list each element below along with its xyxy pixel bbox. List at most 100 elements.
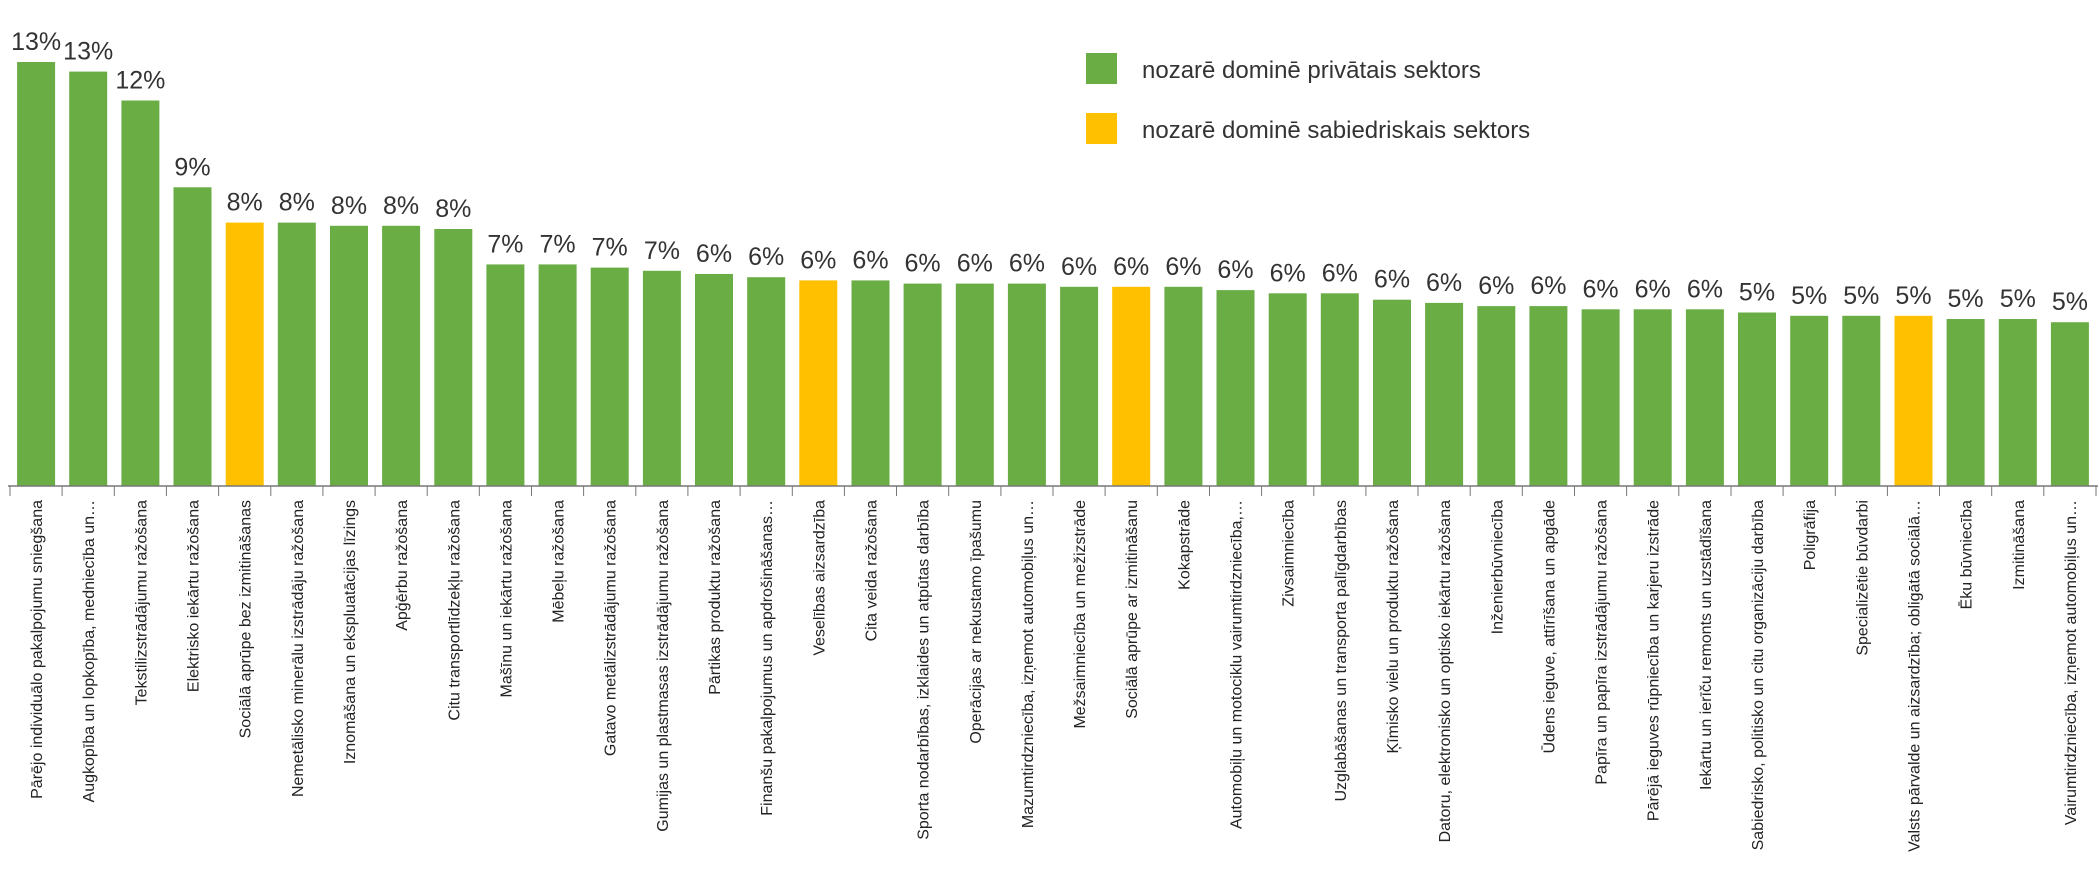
value-label: 8% bbox=[227, 189, 263, 217]
category-label: Kokapstrāde bbox=[1176, 500, 1193, 590]
bar bbox=[382, 225, 421, 487]
bar bbox=[121, 100, 160, 486]
category-label: Mēbeļu ražošana bbox=[551, 500, 568, 623]
value-label: 6% bbox=[748, 243, 784, 271]
value-label: 6% bbox=[905, 250, 941, 278]
value-label: 6% bbox=[852, 246, 888, 274]
bar bbox=[434, 229, 473, 486]
bar bbox=[955, 283, 994, 486]
value-label: 6% bbox=[800, 246, 836, 274]
category-label: Mazumtirdzniecība, izņemot automobiļus u… bbox=[1020, 500, 1037, 828]
category-label: Mežsaimniecība un mežizstrāde bbox=[1072, 500, 1089, 729]
value-label: 7% bbox=[592, 234, 628, 262]
bar bbox=[1477, 306, 1516, 486]
value-label: 6% bbox=[1270, 259, 1306, 287]
category-label: Datoru, elektronisko un optisko iekārtu … bbox=[1437, 500, 1454, 843]
bar bbox=[1529, 306, 1568, 486]
bar bbox=[486, 264, 525, 486]
category-label: Sociālā aprūpe ar izmitināšanu bbox=[1124, 500, 1141, 719]
bar bbox=[851, 280, 890, 486]
value-label: 5% bbox=[1791, 282, 1827, 310]
value-label: 5% bbox=[1895, 282, 1931, 310]
category-label: Ūdens ieguve, attīrīšana un apgāde bbox=[1540, 500, 1558, 754]
legend-swatch-private bbox=[1086, 53, 1117, 84]
value-label: 13% bbox=[63, 38, 113, 66]
category-label: Mašīnu un iekārtu ražošana bbox=[498, 500, 515, 698]
bar bbox=[695, 274, 733, 486]
bar bbox=[17, 62, 56, 486]
category-label: Operācijas ar nekustamo īpašumu bbox=[968, 500, 985, 744]
bar bbox=[590, 267, 629, 486]
bar bbox=[1007, 283, 1046, 486]
category-label: Apģērbu ražošana bbox=[393, 500, 411, 631]
value-label: 6% bbox=[1426, 269, 1462, 297]
bar bbox=[1894, 315, 1933, 486]
category-label: Veselības aizsardzība bbox=[811, 500, 828, 656]
value-label: 5% bbox=[2000, 285, 2036, 313]
value-label: 5% bbox=[1948, 285, 1984, 313]
category-label: Zivsaimniecība bbox=[1281, 500, 1298, 607]
bar bbox=[1633, 309, 1672, 486]
category-label: Nemetālisko minerālu izstrādāju ražošana bbox=[290, 500, 307, 797]
x-axis-ticks bbox=[9, 486, 2097, 496]
value-label: 6% bbox=[1687, 275, 1723, 303]
category-label: Papīra un papīra izstrādājumu ražošana bbox=[1594, 500, 1611, 785]
value-label: 12% bbox=[115, 67, 165, 95]
bar bbox=[1998, 319, 2037, 486]
bar bbox=[1946, 319, 1985, 486]
bar bbox=[1790, 315, 1829, 486]
category-label: Sabiedrisko, politisko un citu organizāc… bbox=[1750, 500, 1767, 851]
value-label: 7% bbox=[540, 230, 576, 258]
value-label: 6% bbox=[1217, 256, 1253, 284]
bar bbox=[538, 264, 577, 486]
category-label: Tekstilizstrādājumu ražošana bbox=[133, 500, 150, 706]
bar bbox=[1842, 315, 1881, 486]
bar bbox=[225, 222, 264, 486]
category-label: Poligrāfija bbox=[1802, 500, 1819, 570]
category-label: Elektrisko iekārtu ražošana bbox=[186, 500, 203, 692]
value-label: 6% bbox=[1009, 250, 1045, 278]
bar bbox=[799, 280, 838, 486]
value-label: 6% bbox=[1322, 259, 1358, 287]
bar bbox=[1685, 309, 1724, 486]
value-label: 7% bbox=[487, 230, 523, 258]
value-label: 6% bbox=[1478, 272, 1514, 300]
legend: nozarē dominē privātais sektors nozarē d… bbox=[1086, 53, 1530, 144]
bar bbox=[642, 270, 681, 486]
value-label: 8% bbox=[435, 195, 471, 223]
category-label: Ķīmisko vielu un produktu ražošana bbox=[1385, 500, 1402, 754]
category-label: Gumijas un plastmasas izstrādājumu ražoš… bbox=[655, 500, 672, 832]
legend-label-private: nozarē dominē privātais sektors bbox=[1142, 57, 1481, 84]
value-label: 9% bbox=[174, 153, 210, 181]
value-label: 6% bbox=[1061, 253, 1097, 281]
value-label: 8% bbox=[331, 192, 367, 220]
value-label: 5% bbox=[2052, 288, 2088, 316]
bar bbox=[747, 277, 786, 486]
bar bbox=[903, 283, 942, 486]
category-label: Izmitināšana bbox=[2011, 500, 2028, 590]
category-label: Automobiļu un motociklu vairumtirdzniecī… bbox=[1229, 500, 1246, 829]
bar bbox=[1581, 309, 1620, 486]
value-label: 13% bbox=[11, 28, 61, 56]
value-label: 8% bbox=[383, 192, 419, 220]
category-label: Pārējā ieguves rūpniecība un karjeru izs… bbox=[1646, 500, 1663, 821]
bar bbox=[1112, 286, 1151, 486]
value-label: 7% bbox=[644, 237, 680, 265]
bar bbox=[173, 187, 212, 487]
category-label: Citu transportlīdzekļu ražošana bbox=[446, 500, 463, 721]
value-label: 8% bbox=[279, 189, 315, 217]
bar bbox=[1164, 286, 1203, 486]
legend-swatch-public bbox=[1086, 113, 1117, 144]
bar bbox=[1320, 293, 1359, 486]
value-labels-group: 13% 13%12%9%8% 8% 8% 8% 8%7% 7% 7% 7% 6% 6% 6% 6% 6% 6… bbox=[11, 28, 2088, 316]
bar bbox=[330, 225, 368, 487]
category-label: Pārtikas produktu ražošana bbox=[707, 500, 724, 695]
value-label: 5% bbox=[1739, 279, 1775, 307]
category-label: Sporta nodarbības, izklaides un atpūtas … bbox=[916, 500, 933, 840]
category-label: Finanšu pakalpojumus un apdrošināšanas… bbox=[759, 500, 776, 816]
bar bbox=[69, 71, 108, 486]
category-label: Specializētie būvdarbi bbox=[1854, 500, 1871, 656]
value-label: 6% bbox=[1113, 253, 1149, 281]
category-labels-group: Pārējo individuālo pakalpojumu sniegšana… bbox=[29, 500, 2080, 852]
